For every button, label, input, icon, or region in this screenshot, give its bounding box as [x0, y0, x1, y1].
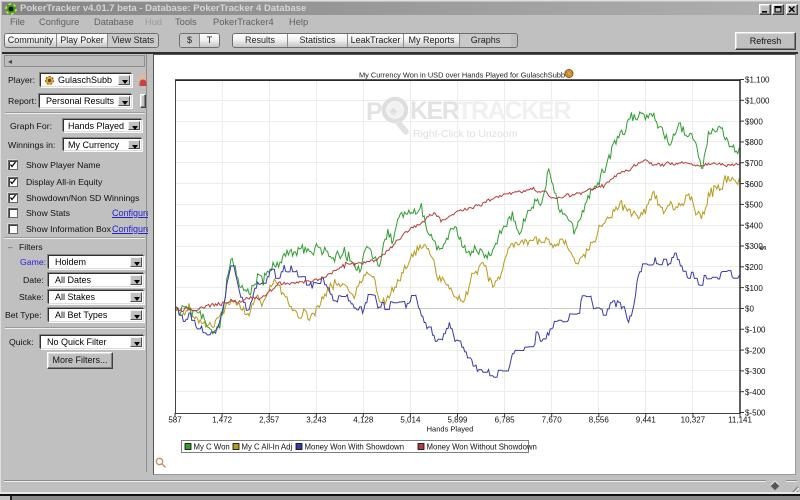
svg-text:$-500: $-500: [745, 409, 766, 418]
svg-text:$800: $800: [745, 138, 763, 147]
svg-text:10,327: 10,327: [681, 416, 706, 425]
svg-text:$100: $100: [745, 284, 763, 293]
svg-text:Right-Click to Unzoom: Right-Click to Unzoom: [413, 128, 518, 140]
svg-text:8,556: 8,556: [589, 416, 610, 425]
svg-text:5,014: 5,014: [400, 416, 421, 425]
svg-text:KER: KER: [410, 97, 460, 125]
svg-text:P: P: [366, 98, 382, 126]
svg-text:6,785: 6,785: [495, 416, 516, 425]
svg-text:11,141: 11,141: [728, 416, 752, 425]
svg-text:4,128: 4,128: [353, 416, 374, 425]
svg-text:My C Won: My C Won: [194, 443, 230, 452]
svg-text:$900: $900: [745, 117, 763, 126]
svg-text:7,670: 7,670: [542, 416, 563, 425]
svg-text:$-300: $-300: [745, 367, 766, 376]
svg-text:2,357: 2,357: [259, 416, 280, 425]
svg-text:$1,100: $1,100: [745, 76, 770, 85]
svg-text:$-200: $-200: [745, 346, 766, 355]
svg-text:$400: $400: [745, 221, 763, 230]
svg-text:9,441: 9,441: [636, 416, 657, 425]
svg-text:587: 587: [168, 416, 182, 425]
svg-text:5,899: 5,899: [447, 416, 468, 425]
svg-text:3,243: 3,243: [306, 416, 327, 425]
svg-text:$-400: $-400: [745, 388, 766, 397]
svg-text:Money Won Without Showdown: Money Won Without Showdown: [427, 443, 537, 452]
svg-text:Money Won With Showdown: Money Won With Showdown: [305, 443, 405, 452]
svg-text:♠: ♠: [390, 103, 397, 118]
svg-text:$-100: $-100: [745, 325, 766, 334]
svg-text:1,472: 1,472: [212, 416, 233, 425]
svg-text:Hands Played: Hands Played: [427, 425, 474, 434]
svg-text:$600: $600: [745, 180, 763, 189]
svg-text:$0: $0: [745, 305, 754, 314]
svg-text:$: $: [758, 246, 767, 251]
svg-text:$200: $200: [745, 263, 763, 272]
svg-text:$1,000: $1,000: [745, 97, 770, 106]
svg-text:My Currency Won in USD over Ha: My Currency Won in USD over Hands Played…: [359, 71, 565, 80]
svg-text:My C All-In Adj: My C All-In Adj: [242, 443, 293, 452]
svg-text:$700: $700: [745, 159, 763, 168]
svg-text:TRACKER: TRACKER: [457, 97, 571, 125]
svg-text:$500: $500: [745, 201, 763, 210]
svg-text:$300: $300: [745, 242, 763, 251]
